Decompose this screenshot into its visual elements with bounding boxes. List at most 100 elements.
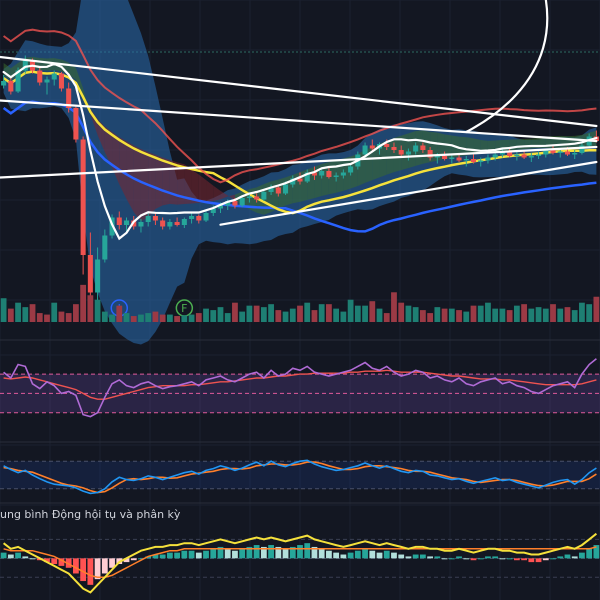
candle-body <box>326 171 332 177</box>
macd-histogram-bar <box>593 545 600 559</box>
candle-body <box>536 154 542 156</box>
macd-histogram-bar <box>268 545 274 559</box>
candle-body <box>463 159 469 161</box>
candle-body <box>189 216 195 219</box>
macd-histogram-bar <box>485 556 491 559</box>
macd-histogram-bar <box>87 558 94 585</box>
macd-histogram-bar <box>109 558 115 568</box>
volume-bar <box>398 302 405 322</box>
candle-body <box>391 147 397 150</box>
macd-histogram-bar <box>195 552 202 559</box>
macd-histogram-bar <box>492 556 499 559</box>
candle-body <box>87 255 93 293</box>
candle-body <box>405 151 411 155</box>
macd-histogram-bar <box>362 548 368 559</box>
macd-histogram-bar <box>513 558 520 561</box>
macd-histogram-bar <box>506 558 513 560</box>
macd-histogram-bar <box>441 558 448 560</box>
macd-histogram-bar <box>29 558 36 560</box>
candle-body <box>507 151 513 156</box>
candle-body <box>478 160 484 162</box>
candle-body <box>304 172 310 182</box>
volume-bar <box>528 308 535 322</box>
volume-bar <box>80 284 87 322</box>
volume-bar <box>87 295 94 322</box>
ichimoku-cloud-segment <box>372 143 380 181</box>
macd-histogram-bar <box>130 558 137 561</box>
ichimoku-cloud-segment <box>148 151 156 217</box>
macd-histogram-bar <box>333 552 340 559</box>
volume-bar <box>535 307 542 322</box>
ichimoku-cloud-segment <box>133 145 141 222</box>
ichimoku-cloud-segment <box>379 141 387 178</box>
macd-histogram-bar <box>448 558 455 560</box>
candle-body <box>579 145 585 153</box>
candle-body <box>470 159 477 162</box>
candle-body <box>449 157 455 159</box>
candle-body <box>44 79 50 83</box>
candle-body <box>95 259 101 293</box>
candle-body <box>311 172 317 176</box>
candle-body <box>261 192 267 200</box>
ichimoku-cloud-segment <box>524 138 532 150</box>
marker-label-2: F <box>181 302 187 315</box>
volume-bar <box>477 305 484 322</box>
volume-bar <box>427 313 434 322</box>
candle-body <box>102 235 108 260</box>
candle-body <box>442 156 448 159</box>
candle-body <box>283 184 289 194</box>
candle-body <box>246 196 252 198</box>
ichimoku-cloud-segment <box>220 190 228 200</box>
candles <box>1 55 599 308</box>
volume-bar <box>73 304 79 322</box>
candle-body <box>152 216 158 221</box>
candle-body <box>22 60 28 71</box>
macd-histogram-bar <box>203 550 209 559</box>
ichimoku-cloud-segment <box>509 139 517 151</box>
volume-bar <box>557 308 564 322</box>
ichimoku-cloud-segment <box>401 133 409 171</box>
volume-bar <box>224 313 231 322</box>
candle-body <box>51 73 57 80</box>
macd-histogram-bar <box>22 556 29 559</box>
volume-bar <box>188 314 195 322</box>
ichimoku-cloud-segment <box>206 179 214 202</box>
macd-histogram-bar <box>217 546 224 559</box>
volume-bar <box>470 305 477 322</box>
macd-histogram-bar <box>101 558 108 574</box>
macd-histogram-bar <box>253 545 260 559</box>
ichimoku-cloud-segment <box>75 67 84 94</box>
ichimoku-cloud-segment <box>328 160 337 195</box>
macd-histogram-bar <box>94 558 101 580</box>
volume-bar <box>159 314 166 322</box>
macd-histogram-bar <box>398 554 405 559</box>
volume-bar <box>362 305 368 322</box>
macd-histogram-bar <box>152 554 159 559</box>
macd-histogram-bar <box>297 545 303 559</box>
volume-bar <box>195 313 202 322</box>
macd-histogram-bar <box>73 558 79 574</box>
candle-body <box>427 150 433 158</box>
macd-histogram-bar <box>318 548 325 559</box>
freehand-arc <box>465 0 549 134</box>
macd-histogram-bar <box>289 546 296 559</box>
candle-body <box>384 144 390 147</box>
volume-bar <box>506 310 513 322</box>
volume-bar <box>420 310 426 322</box>
candle-body <box>138 222 144 227</box>
macd-line <box>2 532 598 594</box>
ichimoku-cloud-segment <box>191 169 199 204</box>
trendline <box>0 99 598 143</box>
volume-bar <box>253 305 260 322</box>
volume-bar <box>456 310 462 322</box>
candle-body <box>485 157 491 161</box>
volume-bar <box>289 308 296 322</box>
ichimoku-cloud-segment <box>227 194 235 201</box>
macd-histogram-bar <box>7 554 14 559</box>
volume-bar <box>391 292 397 322</box>
volume-bar <box>333 308 340 322</box>
macd-histogram-bar <box>376 552 383 559</box>
volume-bar <box>22 307 29 322</box>
macd-histogram-bar <box>65 558 72 568</box>
